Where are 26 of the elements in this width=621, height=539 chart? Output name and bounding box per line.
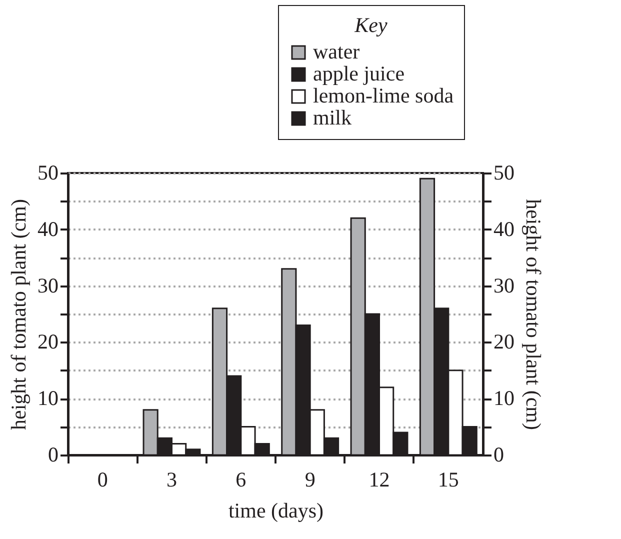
x-axis-title: time (days) [228,498,324,522]
legend-label: water [313,40,360,64]
x-tick-label: 3 [166,468,177,492]
y2-tick-label: 0 [494,442,504,466]
x-tick-label: 0 [97,468,108,492]
y-tick-label: 10 [38,386,58,410]
y2-tick-label: 20 [494,330,514,354]
x-tick-label: 6 [236,468,246,492]
y2-tick-label: 40 [494,216,514,241]
y-axis-title: height of tomato plant (cm) [6,199,30,430]
y2-tick-label: 30 [494,273,514,298]
y-tick-label: 0 [48,442,58,466]
legend-label: milk [313,106,352,130]
legend-label: apple juice [313,62,405,86]
y-tick-label: 50 [38,160,58,184]
y-tick-label: 30 [38,273,58,298]
x-tick-label: 15 [438,468,459,492]
y-tick-label: 40 [38,216,58,241]
y2-tick-label: 50 [494,160,514,184]
legend-label: lemon-lime soda [313,84,454,108]
legend-title: Key [354,13,388,37]
y2-tick-label: 10 [494,386,514,410]
y2-axis-title: height of tomato plant (cm) [522,199,546,430]
x-tick-label: 12 [368,468,390,492]
y-tick-label: 20 [38,330,58,354]
x-tick-label: 9 [304,468,316,492]
